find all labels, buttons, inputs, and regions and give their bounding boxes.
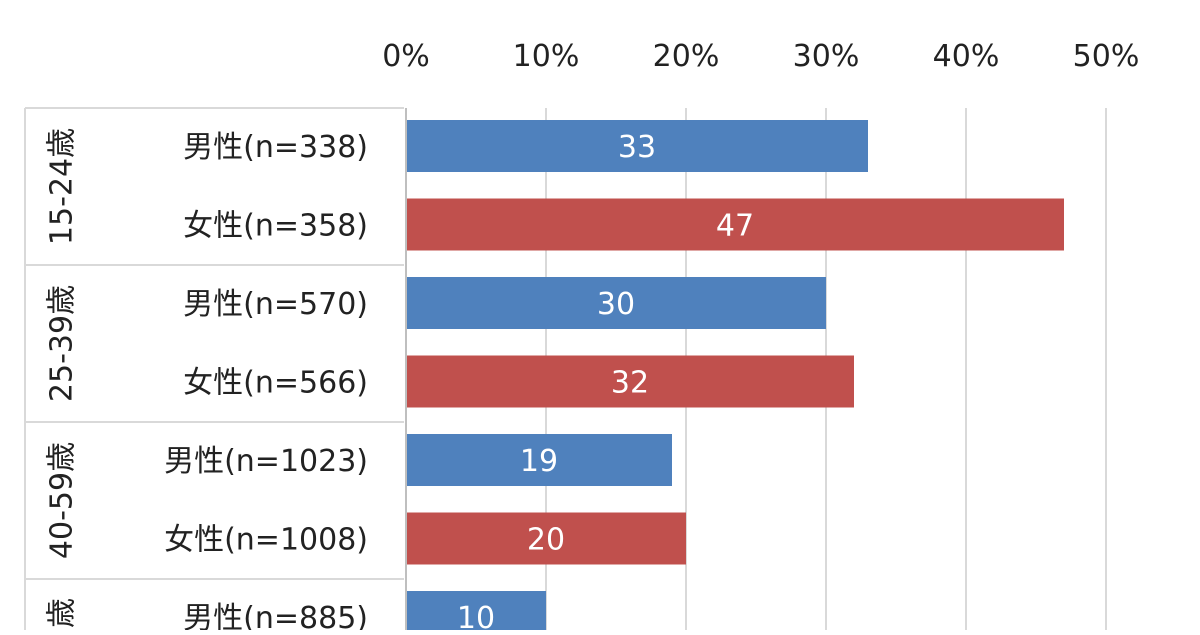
category-label: 男性(n=570)	[183, 287, 368, 322]
bar	[407, 512, 686, 565]
bar	[407, 591, 546, 635]
bar	[407, 198, 1064, 251]
category-label: 男性(n=885)	[183, 601, 368, 630]
data-label: 19	[520, 444, 558, 479]
x-tick-label: 20%	[653, 39, 720, 74]
category-label: 女性(n=358)	[183, 209, 368, 244]
bar	[407, 434, 672, 486]
data-label: 32	[611, 366, 649, 401]
data-label: 20	[527, 523, 565, 558]
data-label: 47	[716, 209, 754, 244]
data-label: 33	[618, 130, 656, 165]
x-axis-ticks: 0% 10% 20% 30% 40% 50%	[382, 39, 1139, 74]
category-label: 女性(n=1008)	[164, 523, 368, 558]
category-label: 女性(n=566)	[183, 366, 368, 401]
x-tick-label: 30%	[793, 39, 860, 74]
x-tick-label: 10%	[513, 39, 580, 74]
group-label: 40-59歳	[45, 442, 80, 559]
data-label: 30	[597, 287, 635, 322]
bar	[407, 355, 854, 408]
data-label: 10	[457, 601, 495, 630]
bar	[407, 120, 868, 172]
bar	[407, 277, 826, 329]
group-label: 25-39歳	[45, 285, 80, 402]
category-label: 男性(n=1023)	[164, 444, 368, 479]
x-tick-label: 50%	[1073, 39, 1140, 74]
group-label: 歳	[45, 598, 80, 628]
group-label: 15-24歳	[45, 128, 80, 245]
x-tick-label: 40%	[933, 39, 1000, 74]
x-tick-label: 0%	[382, 39, 430, 74]
category-label: 男性(n=338)	[183, 130, 368, 165]
group-dividers	[24, 107, 404, 630]
bars: 33 47 30 32 19 20 10	[407, 120, 1064, 635]
